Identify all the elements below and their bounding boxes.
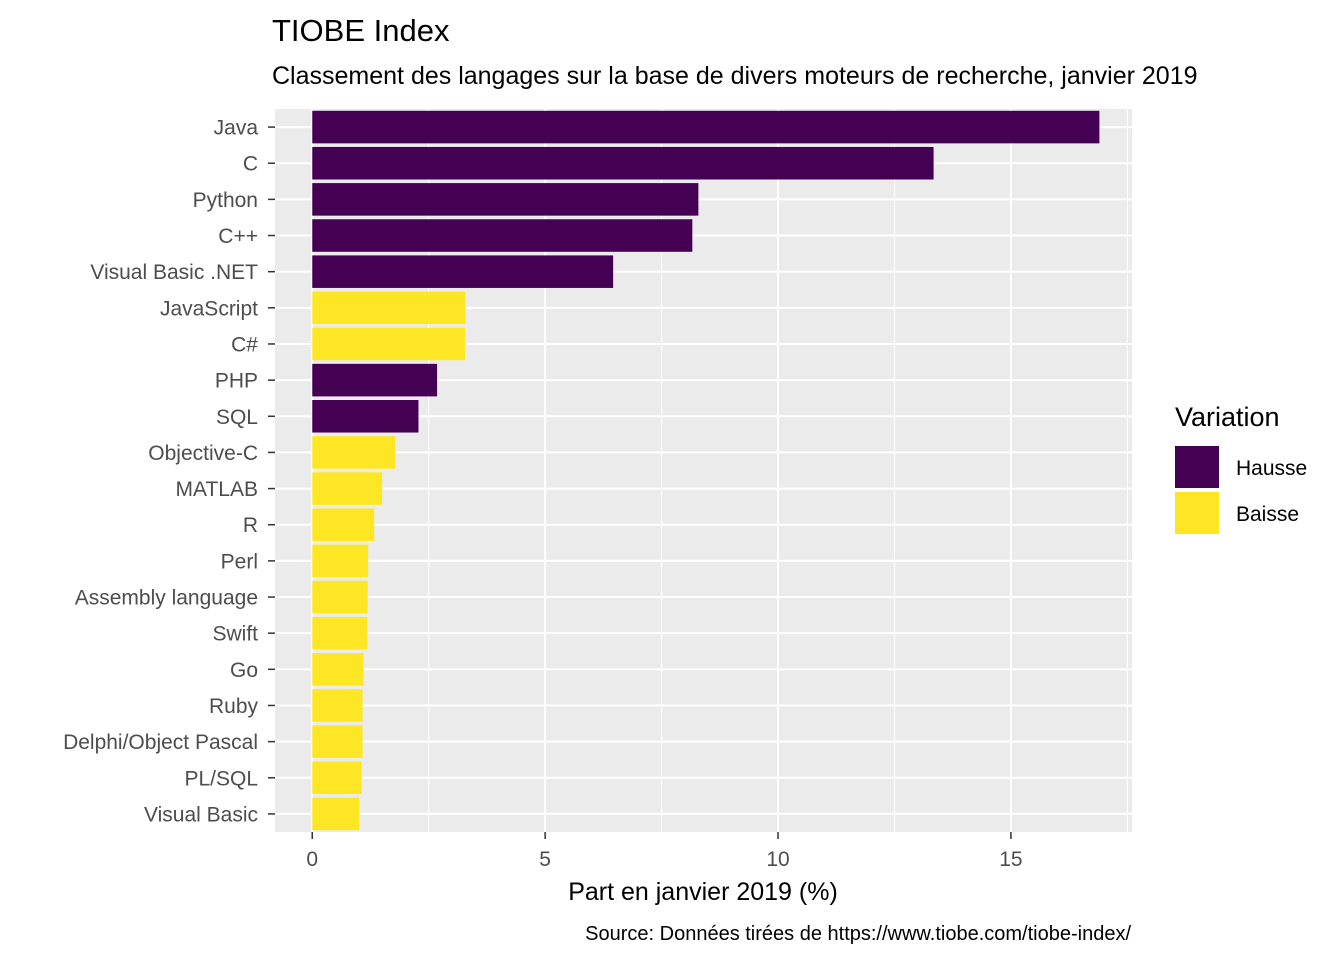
x-tick-label: 15 — [999, 848, 1022, 871]
legend-swatch-hausse — [1175, 446, 1219, 488]
y-tick-label: JavaScript — [160, 297, 258, 320]
chart-caption: Source: Données tirées de https://www.ti… — [585, 923, 1131, 945]
y-tick-label: Visual Basic — [144, 803, 258, 826]
y-tick-label: MATLAB — [176, 478, 258, 501]
bar-assembly-language — [312, 580, 368, 614]
x-tick-label: 0 — [306, 848, 318, 871]
x-axis-labels: 0 5 10 15 — [306, 832, 1023, 871]
y-tick-label: Python — [193, 189, 258, 212]
bar-java — [312, 110, 1100, 144]
y-tick-label: R — [243, 514, 258, 537]
y-axis-labels: Java C Python C++ Visual Basic .NET JavaScrip… — [63, 117, 275, 826]
y-tick-label: Perl — [221, 550, 258, 573]
chart-subtitle: Classement des langages sur la base de d… — [272, 62, 1198, 90]
bar-c — [312, 146, 934, 180]
bar-python — [312, 183, 699, 216]
bar-sql — [312, 400, 419, 433]
y-tick-label: PHP — [215, 370, 258, 393]
bar-visual-basic — [312, 797, 360, 831]
bar-go — [312, 653, 364, 686]
y-tick-label: C# — [231, 333, 258, 356]
y-tick-label: Ruby — [209, 695, 259, 718]
bar-javascript — [312, 291, 466, 325]
y-tick-label: Java — [214, 117, 259, 140]
x-tick-label: 5 — [539, 848, 551, 871]
y-tick-label: Go — [230, 659, 258, 682]
legend-title: Variation — [1175, 402, 1280, 432]
y-tick-label: SQL — [216, 406, 258, 429]
bars — [312, 110, 1100, 831]
chart-title: TIOBE Index — [272, 13, 450, 48]
y-tick-label: Delphi/Object Pascal — [63, 731, 258, 754]
legend-swatch-baisse — [1175, 492, 1219, 534]
y-tick-label: Assembly language — [75, 587, 258, 610]
bar-r — [312, 508, 375, 541]
bar-php — [312, 363, 438, 397]
bar-swift — [312, 616, 368, 650]
bar-c- — [312, 219, 693, 252]
bar-c- — [312, 327, 466, 361]
legend-label-hausse: Hausse — [1236, 457, 1307, 480]
x-tick-label: 10 — [766, 848, 789, 871]
bar-delphi-object-pascal — [312, 725, 363, 758]
y-tick-label: Visual Basic .NET — [90, 261, 258, 284]
bar-pl-sql — [312, 761, 362, 795]
plot-panel — [275, 109, 1132, 832]
bar-ruby — [312, 689, 363, 722]
legend: Variation Hausse Baisse — [1175, 402, 1307, 534]
y-tick-label: Objective-C — [148, 442, 258, 465]
bar-matlab — [312, 472, 383, 505]
y-tick-label: C++ — [218, 225, 258, 248]
x-axis-title: Part en janvier 2019 (%) — [568, 878, 838, 906]
bar-perl — [312, 544, 369, 578]
legend-label-baisse: Baisse — [1236, 503, 1299, 526]
y-tick-label: C — [243, 153, 258, 176]
bar-objective-c — [312, 436, 396, 469]
bar-visual-basic-net — [312, 255, 614, 288]
y-tick-label: PL/SQL — [184, 767, 258, 790]
y-tick-label: Swift — [212, 623, 258, 646]
